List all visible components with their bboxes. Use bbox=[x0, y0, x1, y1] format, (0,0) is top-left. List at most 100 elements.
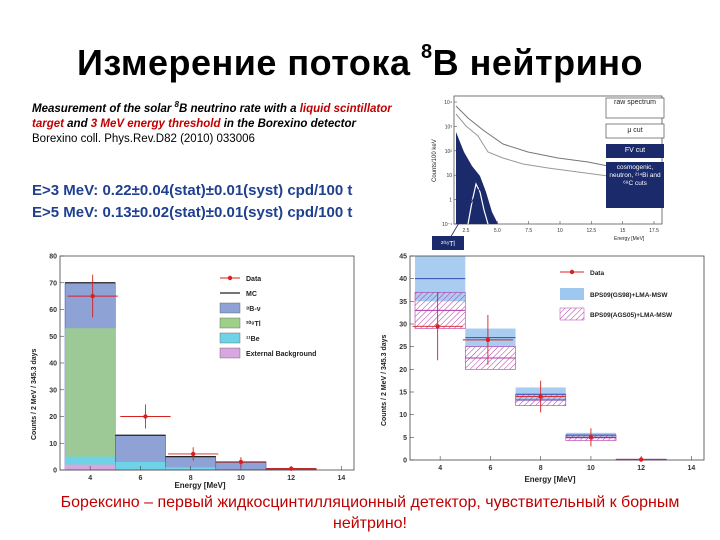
x-tick-label: 6 bbox=[488, 465, 492, 472]
mu-cut-curve bbox=[455, 113, 661, 185]
spectrum-chart: Counts/100 keV Energy [MeV] 10⁴ 10³ 10² 10 1… bbox=[428, 92, 668, 260]
hist-left-xlabel: Energy [MeV] bbox=[174, 481, 225, 490]
spectrum-xtick-label: 2.5 bbox=[463, 228, 470, 234]
spectrum-xlabel: Energy [MeV] bbox=[614, 236, 645, 242]
hist-left-ylabel: Counts / 2 MeV / 345.3 days bbox=[31, 348, 38, 440]
data-point bbox=[538, 394, 543, 399]
legend-label: ⁸B-ν bbox=[246, 306, 261, 313]
legend-cosmogenic-box bbox=[606, 162, 664, 208]
y-tick-label: 80 bbox=[49, 254, 57, 261]
citation: Borexino coll. Phys.Rev.D82 (2010) 03300… bbox=[32, 132, 255, 145]
legend-label: External Background bbox=[246, 351, 316, 358]
spectrum-xtick-label: 10 bbox=[557, 228, 563, 234]
hist-right-ylabel: Counts / 2 MeV / 345.3 days bbox=[381, 334, 388, 426]
legend-swatch bbox=[219, 317, 241, 329]
legend-raw-box bbox=[605, 97, 665, 119]
spectrum-x-ticks: 2.5 5.0 7.5 10 12.5 15 17.5 bbox=[463, 221, 659, 234]
legend-swatch bbox=[219, 332, 241, 344]
legend-ags05-swatch bbox=[559, 307, 585, 321]
result-e3: E>3 MeV: 0.22±0.04(stat)±0.01(syst) cpd/… bbox=[32, 182, 353, 199]
spectrum-xtick-label: 5.0 bbox=[494, 228, 501, 234]
spectrum-ytick-label: 10⁴ bbox=[444, 100, 452, 106]
y-tick-label: 70 bbox=[49, 280, 57, 287]
lma-msw-histogram-chart: Counts / 2 MeV / 345.3 days Energy [MeV]… bbox=[381, 254, 705, 484]
legend-label: Data bbox=[246, 276, 261, 283]
footer-conclusion: Борексино – первый жидкосцинтилляционный… bbox=[60, 494, 680, 532]
spectrum-legend: raw spectrum μ cut FV cut cosmogenic, ne… bbox=[605, 97, 665, 208]
data-point bbox=[90, 293, 95, 299]
tl-annotation-label: ²⁰⁸Tl bbox=[441, 240, 455, 248]
y-tick-label: 60 bbox=[49, 307, 57, 314]
y-tick-label: 35 bbox=[399, 299, 407, 306]
spectrum-ytick-label: 1 bbox=[449, 198, 452, 204]
result-e5: E>5 MeV: 0.13±0.02(stat)±0.01(syst) cpd/… bbox=[32, 204, 353, 221]
y-tick-label: 5 bbox=[403, 435, 407, 442]
hist-left-axes: 0 10 20 30 40 50 60 70 80 4 6 8 10 12 14 bbox=[49, 254, 355, 482]
tl-annotation-box bbox=[432, 236, 464, 250]
hist-left-layers bbox=[64, 282, 317, 471]
spectrum-ytick-label: 10³ bbox=[445, 124, 453, 130]
spectrum-xtick-label: 12.5 bbox=[586, 228, 596, 234]
data-point bbox=[288, 466, 294, 471]
fv-cut-region bbox=[456, 132, 498, 224]
y-tick-label: 25 bbox=[399, 344, 407, 351]
legend-label: Data bbox=[590, 270, 604, 277]
y-tick-label: 50 bbox=[49, 334, 57, 341]
data-point bbox=[485, 337, 491, 343]
spectrum-xtick-label: 7.5 bbox=[525, 228, 532, 234]
x-tick-label: 14 bbox=[338, 475, 346, 482]
tl208-bar bbox=[65, 328, 116, 470]
legend-fv-box bbox=[606, 144, 664, 158]
x-tick-label: 4 bbox=[438, 465, 442, 472]
data-point bbox=[143, 414, 148, 419]
legend-data-marker bbox=[569, 269, 575, 275]
x-tick-label: 4 bbox=[88, 475, 92, 482]
paper-title: Measurement of the solar 8B neutrino rat… bbox=[32, 100, 392, 130]
legend-fv-label: FV cut bbox=[624, 147, 646, 154]
y-tick-label: 40 bbox=[49, 361, 57, 368]
x-tick-label: 8 bbox=[189, 475, 193, 482]
spectrum-xtick-label: 17.5 bbox=[649, 228, 659, 234]
legend-label: ²⁰⁸Tl bbox=[246, 320, 261, 328]
legend-swatch bbox=[219, 302, 241, 314]
hist-left-legend: Data MC ⁸B-ν ²⁰⁸Tl ¹¹Be External Background bbox=[219, 275, 316, 359]
y-tick-label: 0 bbox=[53, 468, 57, 475]
y-tick-label: 20 bbox=[399, 367, 407, 374]
data-point bbox=[588, 435, 594, 440]
plot-frame bbox=[409, 255, 705, 461]
x-tick-label: 12 bbox=[637, 465, 645, 472]
legend-cosmogenic-label: cosmogenic, neutron, ²¹⁴Bi and ⁶⁸C cuts bbox=[609, 164, 661, 187]
y-tick-label: 30 bbox=[49, 387, 57, 394]
spectrum-ylabel: Counts/100 keV bbox=[432, 139, 438, 182]
hist-left-data bbox=[67, 274, 317, 471]
y-tick-label: 0 bbox=[403, 458, 407, 465]
legend-label: MC bbox=[246, 291, 257, 298]
legend-gs98-swatch bbox=[560, 288, 584, 300]
y-tick-label: 45 bbox=[399, 254, 407, 261]
y-tick-label: 20 bbox=[49, 414, 57, 421]
legend-data-marker bbox=[227, 275, 233, 281]
spectrum-ytick-label: 10⁻¹ bbox=[442, 222, 452, 228]
data-point bbox=[638, 457, 644, 462]
hist-right-data bbox=[412, 292, 667, 462]
data-point bbox=[190, 451, 196, 457]
legend-mu-label: μ cut bbox=[627, 127, 643, 134]
legend-mu-box bbox=[605, 123, 665, 139]
x-tick-label: 10 bbox=[237, 475, 245, 482]
spectrum-ytick-label: 10² bbox=[445, 149, 453, 155]
data-point bbox=[435, 324, 440, 329]
y-tick-label: 10 bbox=[49, 441, 57, 448]
x-tick-label: 10 bbox=[587, 465, 595, 472]
be11-bar bbox=[115, 461, 166, 470]
y-tick-label: 10 bbox=[399, 412, 407, 419]
tl-annotation-pointer bbox=[449, 187, 481, 239]
hist-right-axes: 0 5 10 15 20 25 30 35 40 45 4 6 8 10 12 14 bbox=[399, 254, 705, 472]
x-tick-label: 8 bbox=[539, 465, 543, 472]
paper-reference: Measurement of the solar 8B neutrino rat… bbox=[32, 100, 410, 147]
data-point bbox=[238, 459, 244, 465]
spectrum-xtick-label: 15 bbox=[620, 228, 626, 234]
x-tick-label: 14 bbox=[688, 465, 696, 472]
be11-bar bbox=[65, 456, 116, 465]
x-tick-label: 12 bbox=[287, 475, 295, 482]
hist-right-bands bbox=[414, 256, 667, 461]
